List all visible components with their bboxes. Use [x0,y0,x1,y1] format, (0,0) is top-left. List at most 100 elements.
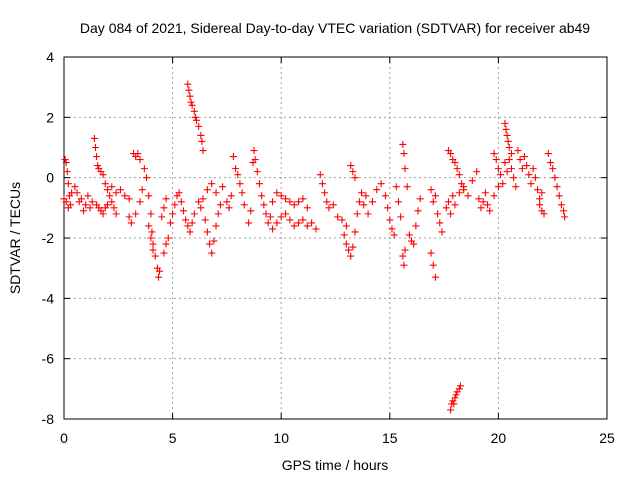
data-point [192,116,200,124]
data-point [447,210,455,218]
data-point [269,225,277,233]
data-point [533,186,541,194]
y-tick-label: -4 [42,290,55,306]
data-point [499,180,507,188]
data-point [62,198,70,206]
data-point [208,249,216,257]
data-point [321,189,329,197]
data-point [510,174,518,182]
data-point [347,252,355,260]
data-point [77,195,85,203]
data-point [334,213,342,221]
data-point [277,192,285,200]
data-point [91,144,99,151]
data-point [210,237,218,245]
data-point [240,201,248,209]
data-point [264,219,272,227]
data-point [203,228,211,236]
data-point [71,183,79,191]
data-point [86,204,94,212]
data-point [154,273,162,281]
data-point [148,228,156,236]
data-point [156,267,164,275]
data-point [214,210,222,218]
data-point [444,198,452,206]
data-point [460,186,468,194]
data-point [169,210,177,218]
data-point [303,204,311,212]
data-point [536,195,544,203]
data-point [64,204,72,212]
data-point [364,210,372,218]
y-tick-label: 4 [46,49,54,65]
y-tick-label: -6 [42,351,55,367]
y-tick-label: -8 [42,411,55,427]
data-point [273,189,281,197]
data-point [295,219,303,227]
data-point [175,189,183,197]
data-point [162,195,170,203]
data-point [103,186,111,194]
data-point [450,400,458,408]
x-tick-label: 15 [382,430,398,446]
data-point [121,192,129,200]
data-point [377,180,385,188]
data-point [227,192,235,200]
y-tick-label: 0 [46,170,54,186]
data-point [80,207,88,215]
data-point [358,189,366,197]
data-point [553,183,561,191]
data-point [342,222,350,230]
data-point [529,165,537,173]
data-point [108,183,116,191]
data-point [349,243,357,251]
data-point [208,180,216,188]
data-point [386,216,394,224]
data-point [203,186,211,194]
data-point [557,201,565,209]
data-point [451,394,459,402]
data-point [468,177,476,185]
data-point [64,180,72,188]
data-point [457,180,465,188]
y-tick-labels: -8 -6 -4 -2 0 2 4 [42,49,55,427]
data-point [349,168,357,176]
data-point [179,207,187,215]
data-point [455,189,463,197]
data-point [538,189,546,197]
data-point [431,273,439,281]
data-point [206,240,214,248]
data-point [188,101,196,109]
data-point [93,153,101,161]
data-point [399,252,407,260]
data-point [160,249,168,257]
data-point [299,195,307,203]
data-point [295,198,303,206]
data-point [201,216,209,224]
data-point [544,150,552,158]
data-point [312,225,320,233]
data-point [561,213,569,221]
data-point [147,234,155,242]
data-point [112,189,120,197]
data-point [355,198,363,206]
x-tick-label: 10 [273,430,289,446]
data-point [360,201,368,209]
data-point [451,201,459,209]
data-points [60,80,569,414]
data-point [184,222,192,230]
data-point [253,168,261,176]
data-point [132,210,140,218]
data-point [416,195,424,203]
data-point [490,150,498,158]
data-point [436,219,444,227]
data-point [258,192,266,200]
data-point [197,204,205,212]
data-point [453,165,461,173]
data-point [223,198,231,206]
data-point [286,216,294,224]
data-point [198,137,206,145]
data-point [403,183,411,191]
data-point [479,198,487,206]
